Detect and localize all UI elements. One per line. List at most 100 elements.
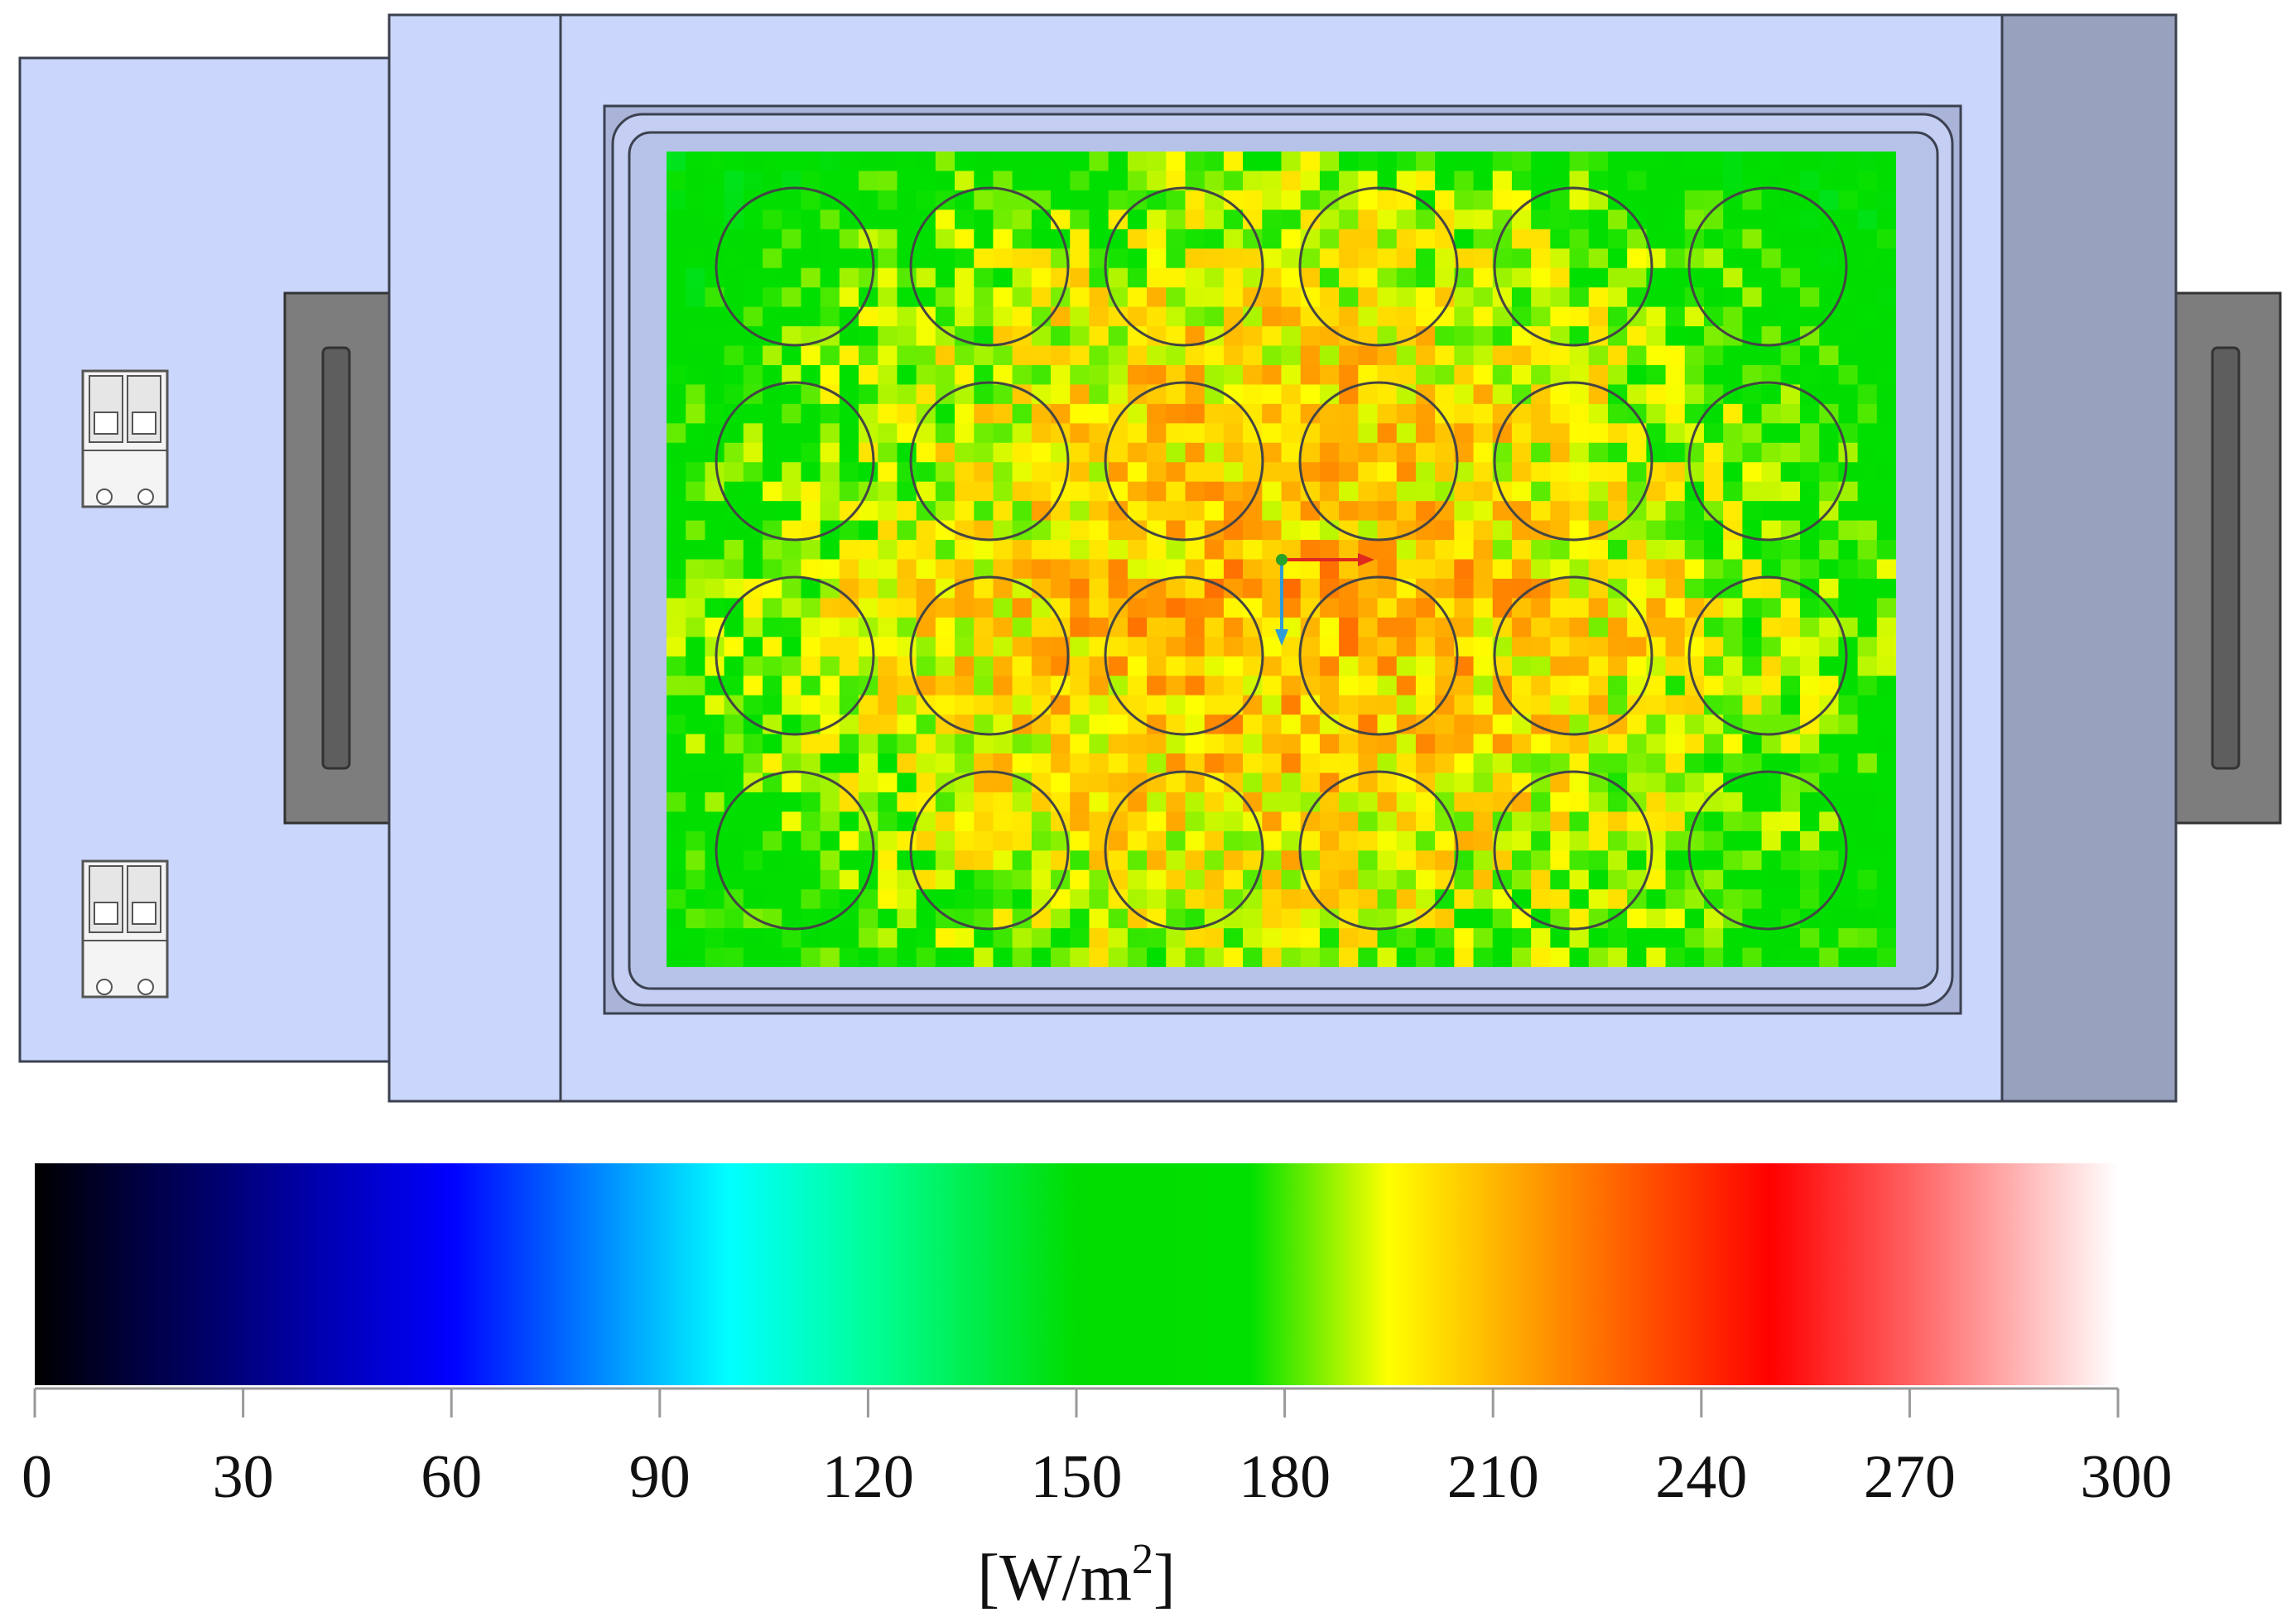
heatmap-cell [1799, 326, 1820, 347]
heatmap-cell [1377, 209, 1398, 230]
heatmap-cell [1703, 617, 1724, 638]
heatmap-cell [1492, 540, 1513, 561]
heatmap-cell [1319, 384, 1340, 405]
heatmap-cell [705, 792, 725, 812]
heatmap-cell [1684, 209, 1705, 230]
heatmap-cell [1281, 481, 1302, 502]
heatmap-cell [859, 520, 878, 541]
heatmap-cell [782, 869, 802, 890]
heatmap-cell [839, 462, 859, 483]
heatmap-cell [1454, 306, 1475, 327]
heatmap-cell [1723, 171, 1743, 191]
heatmap-cell [1377, 889, 1398, 910]
heatmap-cell [955, 423, 975, 444]
heatmap-cell [1281, 501, 1302, 522]
heatmap-cell [1243, 753, 1263, 774]
heatmap-cell [1684, 734, 1705, 754]
heatmap-cell [1819, 617, 1839, 638]
heatmap-cell [1819, 442, 1839, 463]
heatmap-cell [1627, 345, 1647, 366]
heatmap-cell [1358, 715, 1379, 735]
heatmap-cell [1031, 928, 1052, 949]
heatmap-cell [1857, 830, 1878, 851]
heatmap-cell [1454, 209, 1475, 230]
heatmap-cell [916, 656, 936, 676]
heatmap-cell [1550, 617, 1571, 638]
heatmap-cell [878, 695, 898, 715]
heatmap-cell [1166, 326, 1187, 347]
heatmap-cell [1012, 947, 1032, 967]
heatmap-cell [743, 501, 763, 522]
heatmap-cell [916, 947, 936, 967]
heatmap-cell [801, 656, 821, 676]
heatmap-cell [1454, 676, 1475, 696]
heatmap-cell [1569, 656, 1590, 676]
heatmap-cell [1166, 676, 1187, 696]
heatmap-cell [1166, 908, 1187, 929]
heatmap-cell [1358, 695, 1379, 715]
heatmap-cell [686, 695, 705, 715]
heatmap-cell [1243, 656, 1263, 676]
heatmap-cell [1799, 676, 1820, 696]
heatmap-cell [1454, 267, 1475, 288]
heatmap-cell [1051, 481, 1071, 502]
heatmap-cell [1703, 190, 1724, 210]
heatmap-cell [1319, 403, 1340, 424]
heatmap-cell [1665, 267, 1686, 288]
heatmap-cell [1070, 442, 1090, 463]
heatmap-cell [1070, 520, 1090, 541]
heatmap-cell [1051, 364, 1071, 386]
heatmap-cell [935, 152, 955, 172]
heatmap-cell [801, 753, 821, 774]
heatmap-cell [1300, 326, 1321, 347]
heatmap-cell [897, 171, 917, 191]
heatmap-cell [1473, 908, 1494, 929]
heatmap-cell [1876, 306, 1896, 327]
heatmap-cell [1108, 734, 1129, 754]
heatmap-cell [1780, 869, 1801, 890]
heatmap-cell [1511, 656, 1532, 676]
heatmap-cell [1876, 578, 1896, 599]
heatmap-cell [1147, 734, 1167, 754]
heatmap-cell [1607, 792, 1628, 812]
heatmap-cell [1358, 364, 1379, 386]
heatmap-cell [1703, 928, 1724, 949]
heatmap-cell [1531, 676, 1551, 696]
heatmap-cell [1051, 928, 1071, 949]
heatmap-cell [1761, 734, 1782, 754]
heatmap-cell [1396, 889, 1417, 910]
heatmap-cell [724, 637, 744, 657]
heatmap-cell [686, 462, 705, 483]
heatmap-cell [1089, 384, 1109, 405]
heatmap-cell [1358, 481, 1379, 502]
heatmap-cell [1012, 676, 1032, 696]
heatmap-cell [801, 578, 821, 599]
heatmap-cell [801, 695, 821, 715]
heatmap-cell [1108, 403, 1129, 424]
heatmap-cell [1185, 947, 1206, 967]
heatmap-cell [1204, 695, 1225, 715]
heatmap-cell [1051, 501, 1071, 522]
heatmap-cell [1723, 869, 1743, 890]
heatmap-cell [667, 326, 686, 347]
heatmap-cell [1550, 267, 1571, 288]
heatmap-cell [955, 811, 975, 832]
heatmap-cell [724, 364, 744, 386]
heatmap-cell [1319, 248, 1340, 269]
heatmap-cell [1876, 734, 1896, 754]
heatmap-cell [1377, 617, 1398, 638]
heatmap-cell [1819, 326, 1839, 347]
heatmap-cell [1127, 209, 1148, 230]
heatmap-cell [1723, 695, 1743, 715]
heatmap-cell [782, 209, 802, 230]
heatmap-cell [1166, 695, 1187, 715]
heatmap-cell [916, 423, 936, 444]
heatmap-cell [1281, 229, 1302, 249]
colorbar-tick-label: 150 [1031, 1443, 1123, 1511]
heatmap-cell [974, 287, 994, 308]
heatmap-cell [1473, 734, 1494, 754]
heatmap-cell [1627, 637, 1647, 657]
heatmap-cell [1819, 267, 1839, 288]
well-circle [1493, 381, 1653, 541]
heatmap-cell [859, 928, 878, 949]
